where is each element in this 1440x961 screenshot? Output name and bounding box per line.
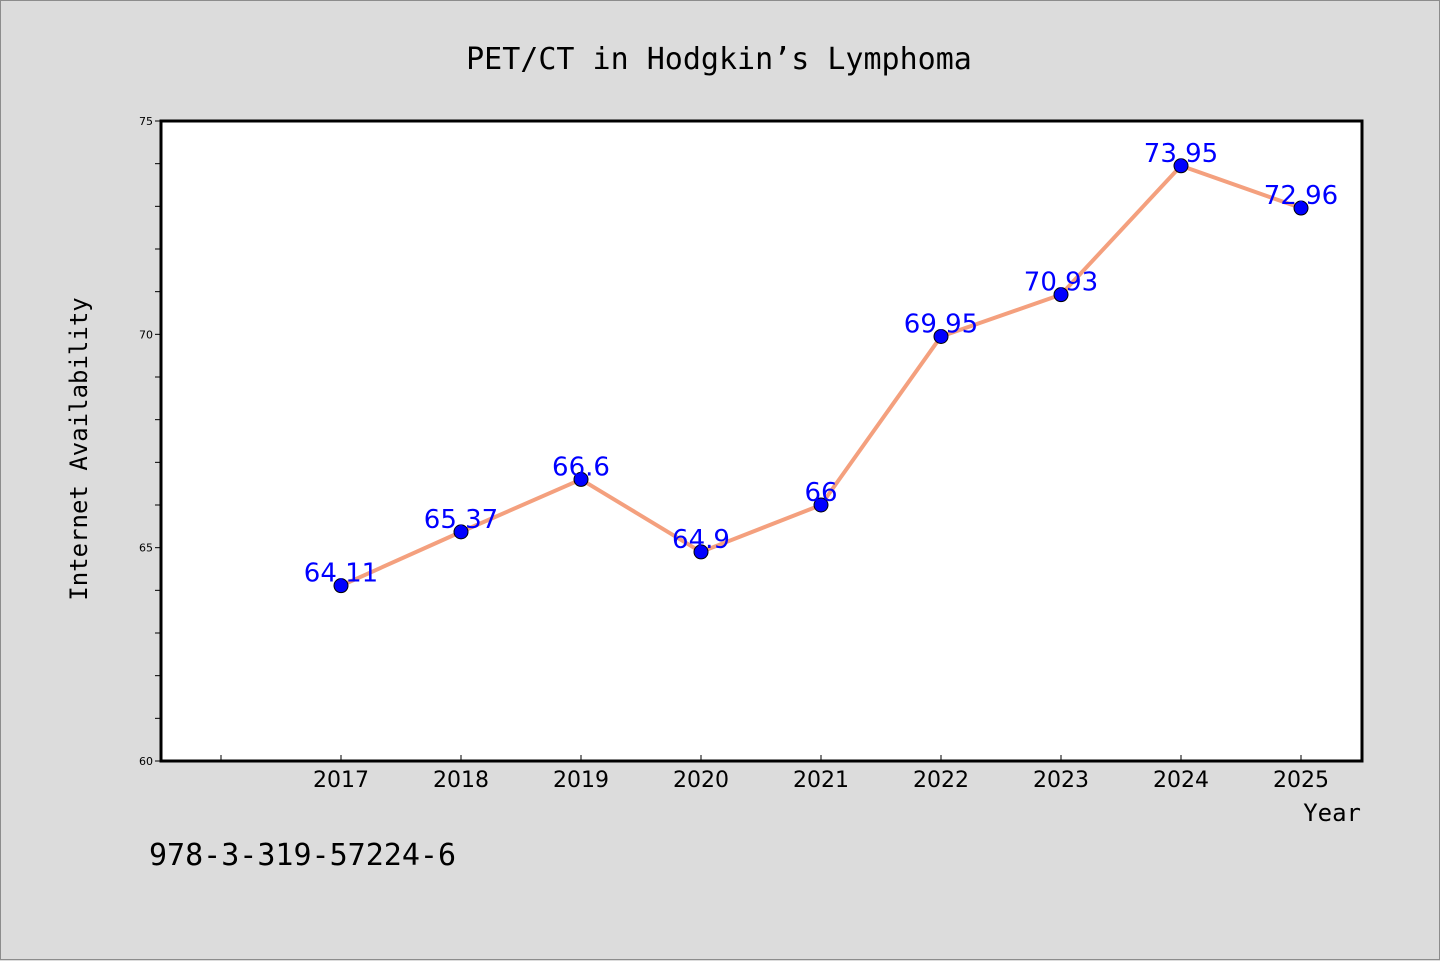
chart-title: PET/CT in Hodgkin’s Lymphoma: [466, 42, 972, 77]
data-label-2023: 70.93: [1024, 268, 1098, 298]
data-point-2017: [333, 578, 349, 594]
data-label-2019: 66.6: [552, 452, 610, 482]
data-label-2024: 73.95: [1144, 139, 1218, 169]
data-label-2022: 69.95: [904, 309, 978, 339]
y-tick-label: 65: [139, 542, 153, 555]
x-tick-label: 2025: [1273, 768, 1329, 793]
data-point-2023: [1053, 287, 1069, 303]
data-point-2022: [933, 328, 949, 344]
x-tick-label: 2018: [433, 768, 489, 793]
x-axis: 2017 2018 2019 2020 2021 2022 2023 2024 2025: [220, 755, 1329, 793]
series-group: [333, 158, 1309, 594]
x-tick-label: 2024: [1153, 768, 1209, 793]
x-tick-label: 2022: [913, 768, 969, 793]
y-tick-label: 70: [139, 328, 153, 341]
data-point-2025: [1293, 200, 1309, 216]
footer-isbn: 978-3-319-57224-6: [149, 838, 456, 873]
data-point-2019: [573, 471, 589, 487]
x-tick-label: 2020: [673, 768, 729, 793]
y-tick-label: 60: [139, 755, 153, 768]
x-tick-label: 2023: [1033, 768, 1089, 793]
data-point-2018: [453, 524, 469, 540]
data-label-2018: 65.37: [424, 505, 498, 535]
y-axis: 60 65 70 75: [139, 115, 161, 768]
data-label-2020: 64.9: [672, 525, 730, 555]
data-label-2017: 64.11: [304, 559, 378, 589]
plot-area: [159, 119, 1364, 763]
y-axis-title: Internet Availability: [65, 297, 93, 600]
x-tick-label: 2021: [793, 768, 849, 793]
data-label-2025: 72.96: [1264, 181, 1338, 211]
data-point-2021: [813, 497, 829, 513]
y-tick-label: 75: [139, 115, 153, 128]
data-point-2024: [1173, 158, 1189, 174]
data-label-2021: 66: [804, 478, 837, 508]
data-labels: 64.11 65.37 66.6 64.9 66 69.95 70.93 73.95 72.96: [304, 139, 1338, 589]
x-tick-label: 2017: [313, 768, 369, 793]
x-tick-label: 2019: [553, 768, 609, 793]
data-point-2020: [693, 544, 709, 560]
x-axis-title: Year: [1303, 799, 1361, 827]
